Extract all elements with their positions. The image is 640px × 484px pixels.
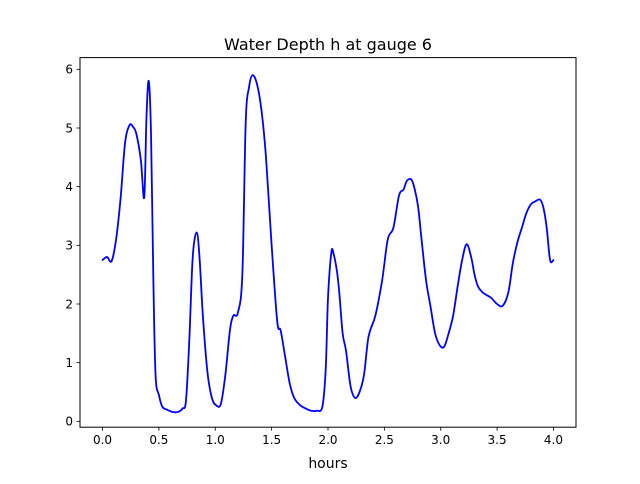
x-tick-label: 4.0 [544, 433, 563, 447]
y-tick-label: 6 [65, 63, 73, 77]
series-layer [101, 74, 555, 414]
y-tick-label: 3 [65, 239, 73, 253]
x-tick-label: 1.0 [206, 433, 225, 447]
y-tick-label: 0 [65, 415, 73, 429]
y-tick-label: 1 [65, 356, 73, 370]
y-tick-label: 4 [65, 180, 73, 194]
x-tick-label: 1.5 [262, 433, 281, 447]
chart-title: Water Depth h at gauge 6 [224, 35, 432, 54]
plot-area-frame [79, 57, 577, 428]
x-tick-label: 2.0 [318, 433, 337, 447]
x-tick-label: 0.5 [149, 433, 168, 447]
x-tick-label: 0.0 [93, 433, 112, 447]
series-line-0 [101, 74, 555, 414]
x-axis-label: hours [308, 456, 347, 472]
y-tick-label: 2 [65, 297, 73, 311]
x-tick-label: 3.0 [431, 433, 450, 447]
x-tick-label: 3.5 [488, 433, 507, 447]
x-tick-label: 2.5 [375, 433, 394, 447]
x-axis-ticks: 0.0 0.5 1.0 1.5 2.0 2.5 3.0 3.5 4.0 [93, 427, 563, 447]
y-tick-label: 5 [65, 121, 73, 135]
y-axis-ticks: 0 1 2 3 4 5 6 [65, 63, 80, 429]
